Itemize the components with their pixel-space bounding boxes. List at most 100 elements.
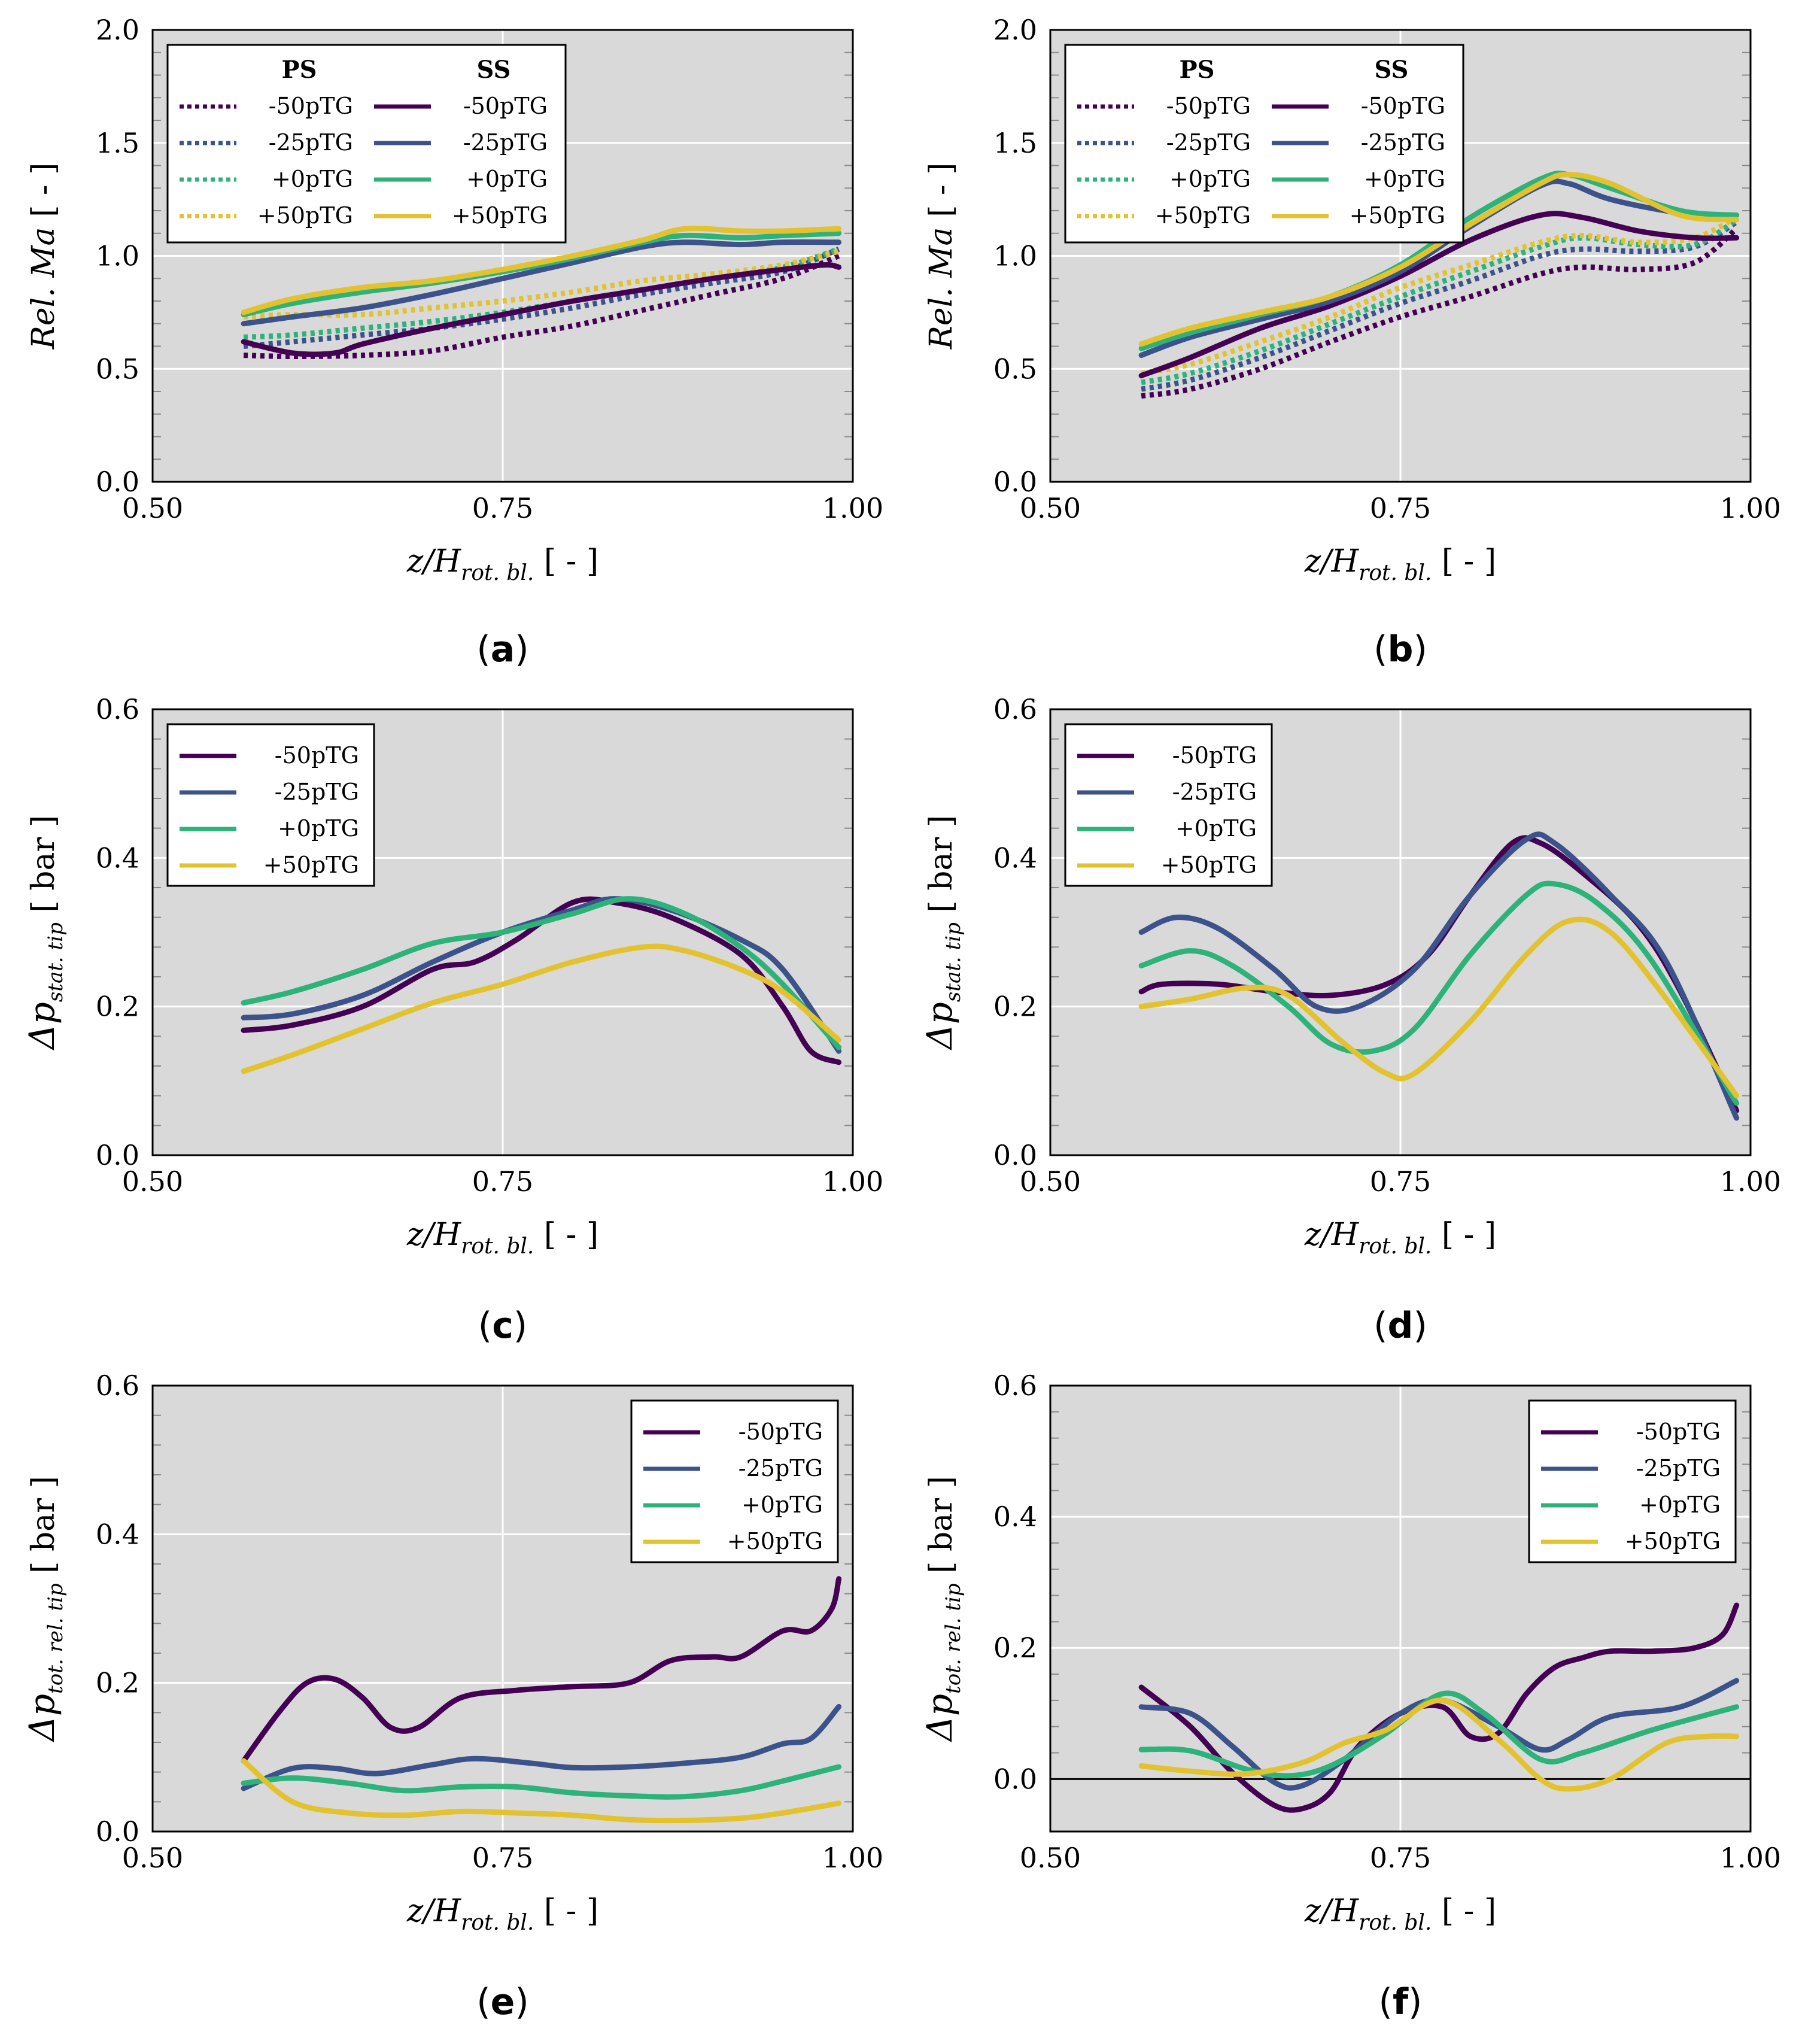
y-axis-label-unit-c: [ bar ] [26,815,62,922]
caption-c: (c) [478,1305,527,1347]
y-tick-label-f: 0.2 [993,1632,1037,1664]
legend-e: -50pTG -25pTG +0pTG +50pTG [630,1399,839,1563]
plot-frame-f [1049,1384,1752,1833]
legend-label-a-ps--25pTG: -25pTG [269,129,353,156]
series-line-d-+0pTG [1138,880,1740,1106]
legend-label-a-ps-+0pTG: +0pTG [272,166,353,192]
y-axis-label-main-b: Rel. Ma [923,227,959,350]
caption-b: (b) [1373,628,1427,670]
y-tick-label-b: 1.0 [993,240,1037,272]
x-tick-label-f: 0.50 [1020,1842,1081,1874]
legend-label-b-ps-+50pTG: +50pTG [1155,202,1251,229]
y-axis-label-c: Δpstat. tip [ bar ] [22,815,68,1050]
x-axis-label-unit-a: [ - ] [534,543,598,579]
series-line-e--50pTG [241,1576,842,1764]
y-tick-label-e: 0.4 [96,1518,139,1550]
legend-f: -50pTG -25pTG +0pTG +50pTG [1528,1399,1737,1563]
series-line-a-ss--50pTG [241,262,842,357]
x-axis-label-sub-e: rot. bl. [461,1911,534,1935]
y-tick-label-e: 0.2 [96,1667,139,1699]
series-line-e--25pTG [241,1703,842,1791]
plot-frame-d [1049,708,1752,1156]
y-axis-label-sub-d: stat. tip [941,922,965,1002]
legend-label-c--25pTG: -25pTG [275,779,359,805]
legend-label-f--50pTG: -50pTG [1636,1419,1721,1445]
x-tick-label-a: 0.75 [472,492,533,524]
y-tick-label-c: 0.4 [96,842,139,874]
legend-label-d--25pTG: -25pTG [1172,779,1257,805]
y-tick-label-d: 0.6 [993,693,1037,725]
x-axis-label-f: z/Hrot. bl. [ - ] [1304,1893,1496,1935]
x-tick-label-c: 0.75 [472,1165,533,1198]
y-axis-label-main-e: Δp [22,1694,62,1742]
x-tick-label-a: 1.00 [822,492,883,524]
legend-label-b-ss-+50pTG: +50pTG [1350,202,1445,229]
legend-label-f-+0pTG: +0pTG [1639,1492,1721,1518]
y-tick-label-a: 2.0 [96,14,139,46]
legend-label-f-+50pTG: +50pTG [1625,1528,1721,1554]
legend-label-d-+0pTG: +0pTG [1175,815,1257,842]
x-axis-label-unit-d: [ - ] [1432,1217,1496,1253]
legend-label-f--25pTG: -25pTG [1636,1455,1721,1481]
caption-letter-d: d [1388,1305,1414,1347]
legend-box-f [1528,1399,1737,1563]
x-tick-label-b: 0.50 [1020,492,1081,524]
y-axis-label-main-a: Rel. Ma [26,227,62,350]
x-axis-label-main-f: z/H [1304,1893,1360,1929]
chart-panel-e: 0.0 0.2 0.4 0.6 0.50 0.75 1.00 z/Hrot. bl. [ - … [22,1369,883,2023]
legend-label-b-ps--25pTG: -25pTG [1166,129,1251,156]
x-tick-label-f: 0.75 [1370,1842,1431,1874]
legend-label-d--50pTG: -50pTG [1172,742,1257,769]
series-line-a-ps-+50pTG [243,248,840,320]
x-axis-label-d: z/Hrot. bl. [ - ] [1304,1217,1496,1259]
legend-label-b-ss--50pTG: -50pTG [1361,93,1445,119]
y-tick-label-f: 0.0 [993,1763,1037,1795]
caption-d: (d) [1373,1305,1427,1347]
y-axis-label-e: Δptot. rel. tip [ bar ] [22,1476,68,1742]
series-line-b-ps--25pTG [1141,220,1738,392]
legend-label-e--50pTG: -50pTG [739,1419,823,1445]
y-axis-label-sub-e: tot. rel. tip [44,1583,68,1694]
series-line-c--50pTG [241,896,842,1065]
series-line-c--25pTG [241,896,842,1054]
caption-letter-c: c [492,1305,513,1347]
legend-c: -50pTG -25pTG +0pTG +50pTG [166,723,375,887]
series-line-b-ps-+50pTG [1141,215,1738,376]
x-tick-label-b: 0.75 [1370,492,1431,524]
series-line-b-ps--50pTG [1141,226,1739,399]
y-tick-label-c: 0.6 [96,693,139,725]
legend-label-c-+0pTG: +0pTG [278,815,359,842]
y-axis-label-sub-f: tot. rel. tip [941,1583,965,1694]
legend-a: PS SS -50pTG -50pTG -25pTG -25pTG +0pTG +0pTG +5… [166,44,567,244]
legend-label-a-ps-+50pTG: +50pTG [257,202,353,229]
x-tick-label-a: 0.50 [122,492,183,524]
legend-label-c--50pTG: -50pTG [275,742,359,769]
legend-label-b-ss-+0pTG: +0pTG [1364,166,1445,192]
plot-frame-b [1049,29,1752,483]
series-line-f-+50pTG [1138,1697,1740,1792]
y-axis-label-unit-f: [ bar ] [923,1476,959,1583]
series-line-a-ss-+50pTG [241,226,842,315]
legend-header-b-ss: SS [1375,56,1409,84]
x-tick-label-c: 0.50 [122,1165,183,1198]
y-axis-label-d: Δpstat. tip [ bar ] [919,815,965,1050]
y-axis-label-unit-a: [ - ] [26,163,62,227]
x-axis-label-main-d: z/H [1304,1217,1360,1253]
caption-a: (a) [476,628,528,670]
y-axis-label-unit-b: [ - ] [923,163,959,227]
series-line-b-ss--50pTG [1138,211,1740,379]
legend-label-a-ps--50pTG: -50pTG [269,93,353,119]
y-tick-label-b: 2.0 [993,14,1037,46]
series-line-f-+0pTG [1138,1690,1740,1779]
series-line-d--25pTG [1138,831,1740,1121]
legend-box-d [1064,723,1273,887]
y-tick-label-e: 0.0 [96,1815,139,1848]
x-tick-label-b: 1.00 [1720,492,1781,524]
x-axis-label-sub-f: rot. bl. [1359,1911,1432,1935]
series-line-f--50pTG [1138,1602,1740,1813]
legend-label-e--25pTG: -25pTG [739,1455,823,1481]
caption-letter-e: e [491,1981,515,2023]
caption-letter-a: a [491,628,515,670]
y-tick-label-d: 0.0 [993,1139,1037,1171]
x-axis-label-sub-b: rot. bl. [1359,561,1432,585]
